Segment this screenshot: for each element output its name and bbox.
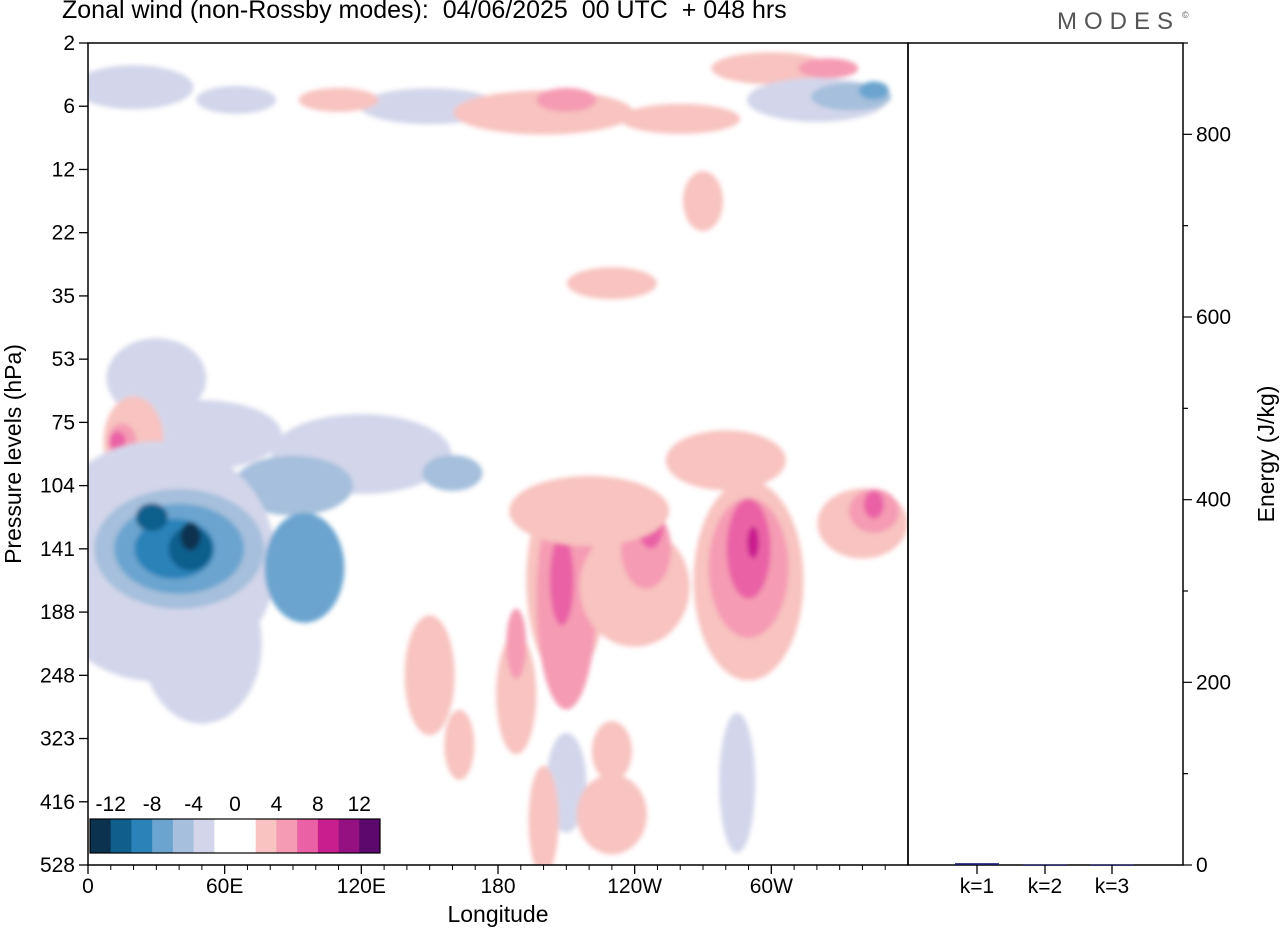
x-tick-label: 60W xyxy=(750,875,793,898)
colorbar-label: 8 xyxy=(312,793,324,816)
contour-red xyxy=(444,709,475,780)
contour-red xyxy=(591,721,632,782)
contour-red xyxy=(863,490,884,519)
colorbar-label: -8 xyxy=(143,793,162,816)
contour-red xyxy=(747,526,760,559)
colorbar-label: 0 xyxy=(229,793,241,816)
y-tick-label: 22 xyxy=(52,222,75,245)
y-tick-label: 104 xyxy=(40,475,75,498)
energy-frame xyxy=(907,42,1184,866)
contour-red xyxy=(109,431,126,452)
energy-axis-title: Energy (J/kg) xyxy=(1253,386,1279,523)
colorbar-label: -4 xyxy=(184,793,203,816)
contour-red xyxy=(536,87,597,112)
energy-tick-label: 800 xyxy=(1196,123,1231,146)
contour-blue xyxy=(264,512,345,623)
contour-blue xyxy=(858,81,889,100)
colorbar-swatch xyxy=(235,819,257,853)
y-tick-label: 188 xyxy=(40,601,75,624)
energy-bar xyxy=(955,863,999,865)
energy-cat-label: k=3 xyxy=(1095,875,1129,898)
x-tick-label: 120W xyxy=(607,875,662,898)
brand-mark: © xyxy=(1182,10,1189,20)
y-tick-label: 75 xyxy=(52,411,75,434)
energy-tick-label: 200 xyxy=(1196,671,1231,694)
contour-blue xyxy=(422,454,483,491)
contour-red xyxy=(683,171,723,232)
y-tick-label: 416 xyxy=(40,791,75,814)
y-tick-label: 528 xyxy=(40,854,75,877)
colorbar-swatch xyxy=(359,819,381,853)
energy-cat-label: k=2 xyxy=(1028,875,1062,898)
colorbar-swatch xyxy=(152,819,174,853)
contour-red xyxy=(404,615,455,736)
colorbar-label: 4 xyxy=(271,793,283,816)
chart-title: Zonal wind (non-Rossby modes): 04/06/202… xyxy=(62,0,787,24)
contour-blue xyxy=(196,85,277,114)
x-tick-label: 180 xyxy=(480,875,515,898)
contour-red xyxy=(620,103,741,134)
contour-red xyxy=(528,765,559,865)
energy-tick-label: 400 xyxy=(1196,489,1231,512)
colorbar-swatch xyxy=(255,819,277,853)
contour-blue xyxy=(88,65,194,110)
energy-bars: k=1 k=2 k=3 xyxy=(955,863,1134,898)
x-axis: 0 60E 120E 180 120W 60W xyxy=(82,865,886,898)
colorbar-swatch xyxy=(276,819,298,853)
colorbar-swatch xyxy=(214,819,236,853)
contour-red xyxy=(549,535,574,626)
heatmap-contours xyxy=(88,52,908,865)
contour-red xyxy=(496,634,537,755)
y-tick-label: 2 xyxy=(63,32,75,55)
colorbar-swatch xyxy=(172,819,194,853)
colorbar-swatch xyxy=(317,819,339,853)
y-tick-label: 12 xyxy=(52,158,75,181)
colorbar-swatch xyxy=(90,819,112,853)
colorbar-swatch xyxy=(193,819,215,853)
contour-red xyxy=(298,87,379,112)
energy-cat-label: k=1 xyxy=(960,875,994,898)
contour-blue xyxy=(233,455,353,516)
contour-red xyxy=(566,267,657,300)
energy-tick-label: 600 xyxy=(1196,306,1231,329)
contour-red xyxy=(711,52,832,85)
colorbar-frame xyxy=(89,818,381,854)
y-tick-label: 35 xyxy=(52,285,75,308)
x-tick-label: 0 xyxy=(82,875,94,898)
colorbar-swatch xyxy=(297,819,319,853)
contour-blue xyxy=(135,503,168,532)
contour-red xyxy=(506,608,527,679)
colorbar-swatch xyxy=(338,819,360,853)
contour-red xyxy=(509,475,670,546)
y-tick-label: 323 xyxy=(40,728,75,751)
energy-tick-label: 0 xyxy=(1196,854,1208,877)
contour-red xyxy=(665,430,786,491)
y-axis-title: Pressure levels (hPa) xyxy=(0,344,26,564)
colorbar: -12 -8 -4 0 4 8 12 xyxy=(89,793,381,854)
x-axis-title: Longitude xyxy=(447,901,548,927)
contour-red xyxy=(576,774,647,855)
contour-blue xyxy=(719,712,756,853)
x-tick-label: 60E xyxy=(206,875,243,898)
x-tick-label: 120E xyxy=(337,875,386,898)
colorbar-label: 12 xyxy=(348,793,371,816)
energy-axis: 0 200 400 600 800 xyxy=(1183,42,1231,877)
y-tick-label: 53 xyxy=(52,348,75,371)
colorbar-swatch xyxy=(110,819,132,853)
contour-red xyxy=(798,58,859,79)
y-tick-label: 141 xyxy=(40,538,75,561)
contour-blue xyxy=(180,522,201,551)
brand-logo: MODES xyxy=(1057,8,1181,35)
colorbar-swatch xyxy=(131,819,153,853)
y-axis: 2 6 12 22 35 53 75 104 141 188 248 323 416 528 xyxy=(40,32,88,877)
colorbar-label: -12 xyxy=(96,793,126,816)
y-tick-label: 248 xyxy=(40,664,75,687)
y-tick-label: 6 xyxy=(63,95,75,118)
